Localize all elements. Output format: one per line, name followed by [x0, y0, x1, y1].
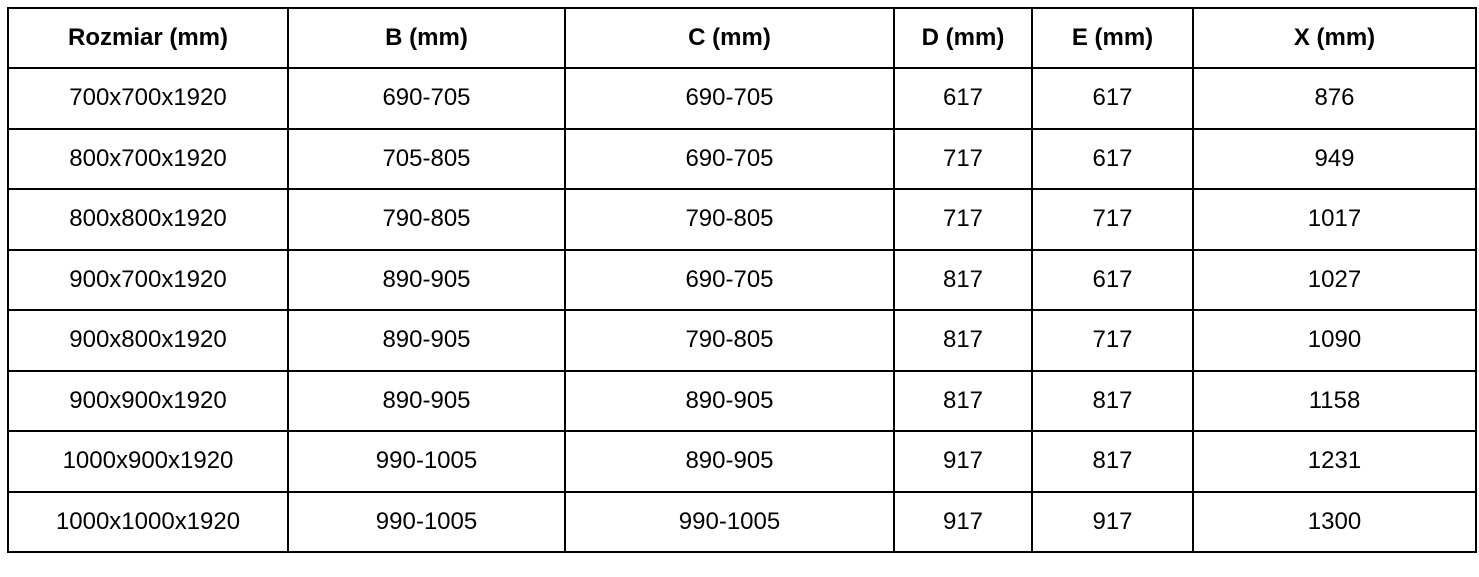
cell-c: 890-905: [564, 430, 895, 493]
cell-b: 690-705: [287, 67, 566, 130]
cell-size: 800x800x1920: [7, 188, 289, 251]
cell-b: 890-905: [287, 248, 566, 311]
cell-size: 800x700x1920: [7, 127, 289, 190]
header-row: Rozmiar (mm) B (mm) C (mm) D (mm) E (mm) X (m…: [7, 7, 1477, 69]
cell-size: 1000x1000x1920: [7, 490, 289, 553]
column-header-e: E (mm): [1031, 7, 1194, 69]
column-header-x: X (mm): [1192, 7, 1477, 69]
column-header-size: Rozmiar (mm): [7, 7, 289, 69]
cell-e: 617: [1031, 127, 1194, 190]
cell-e: 817: [1031, 430, 1194, 493]
cell-size: 900x800x1920: [7, 309, 289, 372]
cell-e: 917: [1031, 490, 1194, 553]
cell-b: 790-805: [287, 188, 566, 251]
cell-x: 1158: [1192, 369, 1477, 432]
cell-d: 717: [893, 127, 1033, 190]
cell-e: 717: [1031, 188, 1194, 251]
cell-c: 690-705: [564, 67, 895, 130]
cell-size: 900x900x1920: [7, 369, 289, 432]
cell-c: 790-805: [564, 309, 895, 372]
cell-d: 817: [893, 248, 1033, 311]
cell-b: 990-1005: [287, 430, 566, 493]
table-row: 700x700x1920 690-705 690-705 617 617 876: [7, 67, 1477, 130]
table-row: 900x800x1920 890-905 790-805 817 717 1090: [7, 309, 1477, 372]
cell-x: 876: [1192, 67, 1477, 130]
cell-d: 917: [893, 490, 1033, 553]
cell-b: 890-905: [287, 309, 566, 372]
cell-d: 917: [893, 430, 1033, 493]
cell-x: 1027: [1192, 248, 1477, 311]
column-header-d: D (mm): [893, 7, 1033, 69]
cell-size: 1000x900x1920: [7, 430, 289, 493]
table-row: 900x900x1920 890-905 890-905 817 817 1158: [7, 369, 1477, 432]
cell-x: 1017: [1192, 188, 1477, 251]
table-row: 1000x1000x1920 990-1005 990-1005 917 917 1300: [7, 490, 1477, 553]
table-row: 800x800x1920 790-805 790-805 717 717 1017: [7, 188, 1477, 251]
cell-e: 817: [1031, 369, 1194, 432]
cell-e: 617: [1031, 67, 1194, 130]
cell-x: 1300: [1192, 490, 1477, 553]
table-row: 1000x900x1920 990-1005 890-905 917 817 1231: [7, 430, 1477, 493]
cell-d: 817: [893, 309, 1033, 372]
cell-b: 705-805: [287, 127, 566, 190]
cell-d: 617: [893, 67, 1033, 130]
cell-c: 890-905: [564, 369, 895, 432]
cell-x: 949: [1192, 127, 1477, 190]
column-header-b: B (mm): [287, 7, 566, 69]
cell-d: 817: [893, 369, 1033, 432]
table-row: 900x700x1920 890-905 690-705 817 617 1027: [7, 248, 1477, 311]
table-row: 800x700x1920 705-805 690-705 717 617 949: [7, 127, 1477, 190]
cell-c: 690-705: [564, 248, 895, 311]
cell-e: 717: [1031, 309, 1194, 372]
cell-b: 990-1005: [287, 490, 566, 553]
cell-c: 790-805: [564, 188, 895, 251]
cell-size: 700x700x1920: [7, 67, 289, 130]
cell-e: 617: [1031, 248, 1194, 311]
cell-c: 990-1005: [564, 490, 895, 553]
cell-b: 890-905: [287, 369, 566, 432]
cell-size: 900x700x1920: [7, 248, 289, 311]
dimensions-table: Rozmiar (mm) B (mm) C (mm) D (mm) E (mm) X (m…: [7, 7, 1477, 553]
cell-x: 1090: [1192, 309, 1477, 372]
cell-c: 690-705: [564, 127, 895, 190]
column-header-c: C (mm): [564, 7, 895, 69]
cell-x: 1231: [1192, 430, 1477, 493]
cell-d: 717: [893, 188, 1033, 251]
